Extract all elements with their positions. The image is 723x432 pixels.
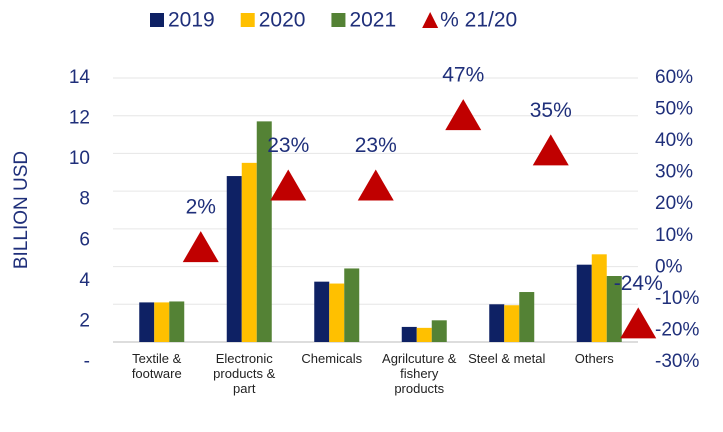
data-label: 2% [186, 196, 216, 219]
y-tick-label: 14 [69, 67, 91, 88]
x-tick-label: Chemicals [301, 351, 363, 366]
legend-marker [422, 12, 439, 28]
x-tick-label: Textile & footware [131, 351, 182, 381]
legend-label: 2021 [349, 9, 396, 32]
x-tick-label: Electronic products & part [213, 351, 276, 396]
y2-tick-label: 50% [655, 99, 693, 120]
bar [504, 305, 520, 342]
bar [169, 301, 185, 342]
bar [401, 326, 417, 342]
bar [576, 264, 592, 342]
y2-tick-label: 10% [655, 225, 693, 246]
data-label: 23% [355, 134, 397, 157]
triangle-marker [445, 99, 482, 131]
y-tick-label: 8 [79, 189, 90, 210]
bar [314, 281, 330, 342]
y2-tick-label: -10% [655, 288, 699, 309]
bar [489, 304, 505, 342]
y2-tick-label: 30% [655, 162, 693, 183]
triangle-marker [532, 134, 569, 166]
y-tick-label: 10 [69, 148, 90, 169]
data-label: 35% [530, 99, 572, 122]
data-label: -24% [614, 272, 663, 295]
y-tick-label: 2 [79, 310, 90, 331]
bar [431, 320, 447, 342]
y2-tick-label: 40% [655, 130, 693, 151]
data-label: 23% [267, 134, 309, 157]
y2-tick-label: 0% [655, 256, 683, 277]
y-tick-label: 6 [79, 229, 90, 250]
x-tick-label: Others [574, 351, 614, 366]
y-tick-label: 12 [69, 108, 90, 129]
legend-swatch [240, 13, 255, 27]
legend-swatch [150, 13, 164, 27]
bar [416, 327, 432, 342]
bar [139, 302, 155, 342]
legend-label: 2020 [259, 9, 306, 32]
bar [344, 268, 360, 342]
legend-label: 2019 [168, 9, 215, 32]
bar [591, 254, 607, 342]
triangle-marker [620, 307, 657, 339]
y2-tick-label: 20% [655, 193, 693, 214]
bar [329, 283, 345, 342]
y2-tick-label: 60% [655, 67, 693, 88]
bar [241, 162, 257, 342]
bar [606, 276, 622, 342]
bar [256, 121, 272, 342]
triangle-marker [357, 169, 394, 201]
triangle-marker [182, 231, 219, 263]
bar [226, 176, 242, 342]
bar [519, 292, 535, 342]
x-tick-label: Steel & metal [468, 351, 546, 366]
y-axis-label: BILLION USD [11, 151, 32, 269]
legend-label: % 21/20 [440, 9, 517, 32]
x-tick-label: Agrilcuture & fishery products [382, 351, 457, 396]
data-label: 47% [442, 64, 484, 87]
triangle-marker [270, 169, 307, 201]
bar [154, 302, 170, 342]
legend-swatch [331, 13, 346, 27]
y2-tick-label: -30% [655, 351, 699, 372]
y2-tick-label: -20% [655, 319, 699, 340]
y-tick-label: 4 [79, 270, 90, 291]
y-tick-label: - [84, 351, 90, 372]
